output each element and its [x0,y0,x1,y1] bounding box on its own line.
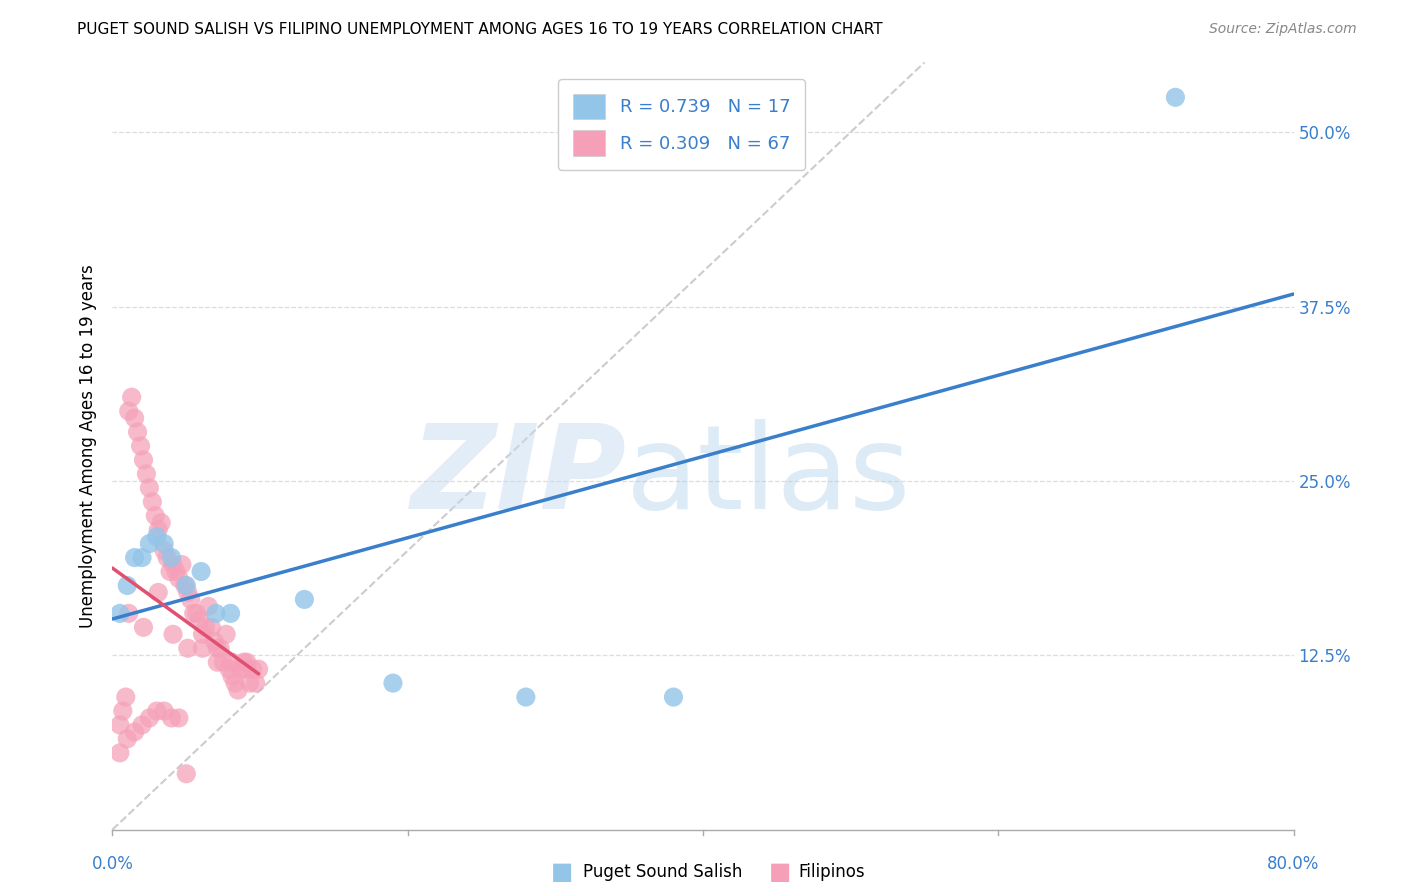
Point [148,523,170,537]
Point [173,578,195,592]
Point [207,641,229,656]
Point [165,565,187,579]
Point [124,550,146,565]
Point [131,550,153,565]
Point [124,411,146,425]
Point [209,641,232,656]
Point [174,766,197,780]
Point [146,530,169,544]
Text: Puget Sound Salish: Puget Sound Salish [583,863,742,881]
Point [167,711,190,725]
Text: Source: ZipAtlas.com: Source: ZipAtlas.com [1209,22,1357,37]
Point [135,467,157,481]
Point [662,690,685,704]
Point [229,662,252,676]
Point [239,676,262,690]
Point [153,704,176,718]
Point [160,550,183,565]
Point [224,676,246,690]
Point [236,655,259,669]
Legend: R = 0.739   N = 17, R = 0.309   N = 67: R = 0.739 N = 17, R = 0.309 N = 67 [558,79,806,170]
Point [188,613,211,627]
Point [159,565,181,579]
Point [118,404,141,418]
Point [236,662,259,676]
Point [232,655,254,669]
Point [132,620,155,634]
Point [194,620,217,634]
Text: atlas: atlas [626,419,911,534]
Point [170,558,193,572]
Point [177,585,200,599]
Point [162,558,184,572]
Point [124,725,146,739]
Point [108,607,131,621]
Point [190,565,212,579]
Point [226,683,249,698]
Point [160,711,183,725]
Point [141,495,163,509]
Text: 0.0%: 0.0% [91,855,134,872]
Point [191,641,214,656]
Point [177,641,200,656]
Point [382,676,405,690]
Point [138,536,160,550]
Y-axis label: Unemployment Among Ages 16 to 19 years: Unemployment Among Ages 16 to 19 years [79,264,97,628]
Point [114,690,136,704]
Point [245,676,267,690]
Point [218,662,240,676]
Point [215,627,238,641]
Text: 80.0%: 80.0% [1267,855,1320,872]
Text: ■: ■ [551,861,574,884]
Point [129,439,152,453]
Point [150,516,173,530]
Point [242,662,264,676]
Point [153,536,176,550]
Point [117,578,138,592]
Point [219,607,242,621]
Point [153,543,176,558]
Point [138,481,160,495]
Point [207,655,229,669]
Point [117,731,138,746]
Point [174,578,197,592]
Text: ■: ■ [769,861,792,884]
Point [148,585,170,599]
Point [205,607,228,621]
Point [1164,90,1187,104]
Point [118,607,141,621]
Point [183,607,205,621]
Text: Filipinos: Filipinos [799,863,865,881]
Point [221,669,243,683]
Point [131,718,153,732]
Point [156,550,179,565]
Point [200,620,222,634]
Point [146,704,169,718]
Point [515,690,537,704]
Point [167,572,190,586]
Point [138,711,160,725]
Point [127,425,149,439]
Point [143,508,166,523]
Point [108,746,131,760]
Point [186,607,208,621]
Point [292,592,315,607]
Text: ZIP: ZIP [411,419,626,534]
Point [247,662,270,676]
Point [111,704,134,718]
Point [212,655,235,669]
Point [180,592,202,607]
Point [121,390,143,404]
Point [191,627,214,641]
Point [108,718,131,732]
Point [221,655,243,669]
Point [197,599,219,614]
Point [162,627,184,641]
Point [202,634,225,648]
Text: PUGET SOUND SALISH VS FILIPINO UNEMPLOYMENT AMONG AGES 16 TO 19 YEARS CORRELATIO: PUGET SOUND SALISH VS FILIPINO UNEMPLOYM… [77,22,883,37]
Point [132,453,155,467]
